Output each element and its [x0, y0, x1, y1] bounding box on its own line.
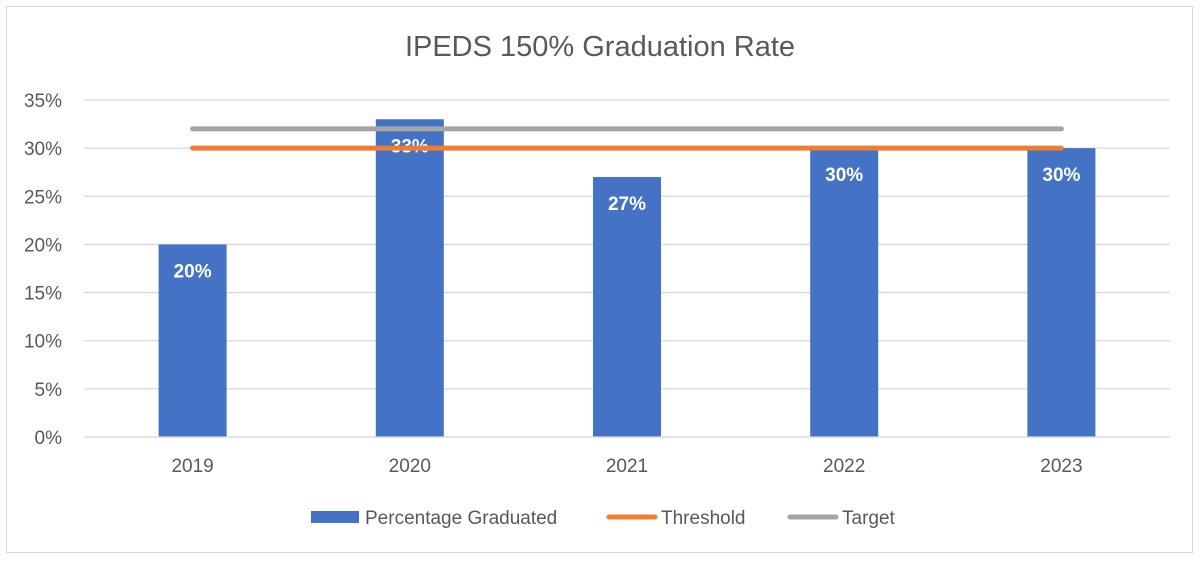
y-tick-label: 25%: [24, 187, 62, 208]
data-label: 27%: [608, 194, 646, 215]
x-tick-label: 2019: [171, 456, 213, 477]
y-tick-label: 10%: [24, 332, 62, 353]
x-tick-label: 2020: [389, 456, 431, 477]
legend-swatch: [311, 511, 359, 523]
y-axis: 0% 5% 10% 15% 20% 25% 30% 35%: [24, 91, 62, 449]
y-tick-label: 35%: [24, 91, 62, 112]
legend: Percentage Graduated Threshold Target: [311, 508, 896, 529]
legend-item: Threshold: [606, 508, 746, 529]
y-tick-label: 20%: [24, 235, 62, 256]
legend-label: Percentage Graduated: [365, 508, 557, 529]
y-tick-label: 30%: [24, 139, 62, 160]
x-tick-label: 2022: [823, 456, 865, 477]
legend-item: Percentage Graduated: [311, 508, 557, 529]
x-tick-label: 2023: [1040, 456, 1082, 477]
bar: [1027, 148, 1096, 437]
data-label: 30%: [1042, 165, 1080, 186]
bar: [158, 244, 227, 437]
series-lines: [190, 126, 1064, 151]
chart-title: IPEDS 150% Graduation Rate: [405, 31, 795, 63]
y-tick-label: 15%: [24, 284, 62, 305]
data-label: 30%: [825, 165, 863, 186]
data-label: 20%: [174, 261, 212, 282]
x-axis: 2019 2020 2021 2022 2023: [84, 436, 1170, 477]
legend-label: Threshold: [661, 508, 746, 529]
y-tick-label: 0%: [35, 428, 63, 449]
legend-label: Target: [842, 508, 896, 529]
bar: [593, 177, 661, 437]
bar: [375, 119, 444, 437]
x-tick-label: 2021: [606, 456, 648, 477]
legend-item: Target: [787, 508, 896, 529]
y-tick-label: 5%: [35, 380, 63, 401]
bar: [810, 148, 879, 437]
bars: 20%33%27%30% 30%: [158, 119, 1096, 437]
